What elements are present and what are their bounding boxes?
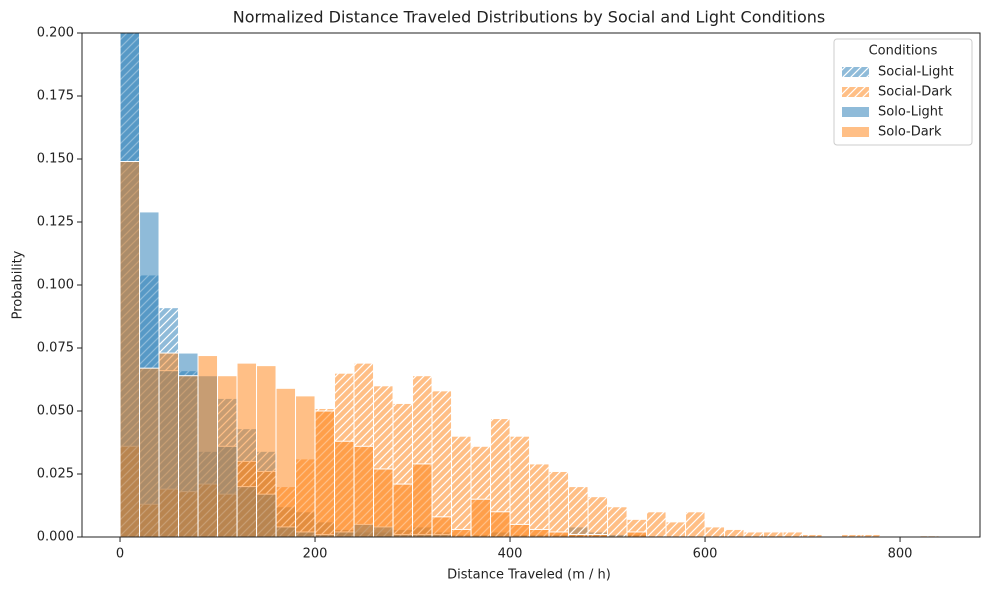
legend-swatch [842,87,869,97]
bar [470,498,492,537]
y-tick-label: 0.025 [37,467,74,482]
legend-swatch [842,67,869,77]
y-tick-label: 0.175 [37,89,74,104]
x-axis-label: Distance Traveled (m / h) [447,568,611,583]
bar [704,526,726,537]
bar [743,531,765,537]
bar [236,362,258,537]
chart-title: Normalized Distance Traveled Distributio… [233,8,825,27]
bar [217,375,238,537]
bar [158,352,180,537]
y-tick-label: 0.075 [37,341,74,356]
bar [607,506,628,537]
bar [529,463,550,537]
y-tick-label: 0.125 [37,215,74,230]
bar [431,390,453,537]
bar [451,528,472,537]
legend-label: Social-Light [878,65,954,80]
bar [665,521,687,537]
bar [451,435,472,537]
x-tick-label: 0 [116,547,124,562]
bar [295,395,316,537]
bar [509,435,531,537]
x-tick-label: 600 [693,547,718,562]
bar [626,531,648,537]
bar [490,511,511,537]
legend-swatch [842,107,869,117]
bar [197,355,219,537]
plot-area [119,33,940,537]
bar [334,440,355,537]
y-axis-label: Probability [11,250,26,319]
bar [119,161,141,537]
bar [529,528,550,537]
bar [548,470,570,537]
y-tick-label: 0.000 [37,530,74,545]
bar [646,511,667,537]
bar [782,531,804,537]
x-tick-label: 800 [888,547,913,562]
bar [256,365,277,537]
x-tick-label: 400 [498,547,523,562]
bar [548,531,570,537]
legend-label: Solo-Light [878,105,943,120]
bar [373,468,394,537]
bar [178,375,199,537]
bar [587,496,609,537]
legend-label: Social-Dark [878,85,953,100]
bar [353,445,375,537]
bar [724,528,745,537]
legend-box [833,38,973,146]
legend-swatch [842,127,869,137]
bar [568,486,589,537]
bar [509,523,531,537]
y-tick-label: 0.200 [37,26,74,41]
x-tick-label: 200 [303,547,328,562]
bar [392,483,414,537]
y-tick-label: 0.100 [37,278,74,293]
bar [275,387,297,537]
bar [763,531,784,537]
bar [412,463,433,537]
legend-title: Conditions [869,44,938,59]
y-tick-label: 0.050 [37,404,74,419]
bar [685,511,706,537]
y-tick-label: 0.150 [37,152,74,167]
legend-label: Solo-Dark [878,125,942,140]
bar [431,516,453,537]
bar [314,410,336,537]
bar [139,367,160,537]
